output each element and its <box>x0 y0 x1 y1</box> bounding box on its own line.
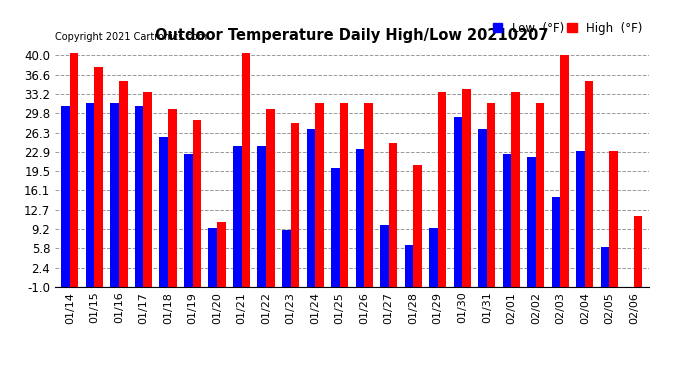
Bar <box>437 92 446 287</box>
Bar <box>193 120 201 287</box>
Bar <box>585 81 593 287</box>
Bar <box>110 104 119 287</box>
Bar <box>355 148 364 287</box>
Bar <box>339 104 348 287</box>
Bar <box>388 143 397 287</box>
Bar <box>95 67 103 287</box>
Bar <box>208 228 217 287</box>
Bar <box>576 152 585 287</box>
Bar <box>429 228 437 287</box>
Bar <box>144 92 152 287</box>
Bar <box>478 129 486 287</box>
Bar <box>135 106 144 287</box>
Bar <box>560 56 569 287</box>
Bar <box>119 81 128 287</box>
Bar <box>217 222 226 287</box>
Bar <box>536 104 544 287</box>
Bar <box>290 123 299 287</box>
Text: Copyright 2021 Cartronics.com: Copyright 2021 Cartronics.com <box>55 33 207 42</box>
Bar <box>282 230 290 287</box>
Bar <box>413 165 422 287</box>
Bar <box>364 104 373 287</box>
Bar <box>380 225 388 287</box>
Bar <box>168 109 177 287</box>
Bar <box>527 157 536 287</box>
Bar <box>266 109 275 287</box>
Bar <box>634 216 642 287</box>
Bar <box>70 53 79 287</box>
Bar <box>462 89 471 287</box>
Bar <box>159 137 168 287</box>
Bar <box>552 196 560 287</box>
Legend: Low  (°F), High  (°F): Low (°F), High (°F) <box>493 22 642 34</box>
Bar <box>257 146 266 287</box>
Bar <box>503 154 511 287</box>
Bar <box>86 104 95 287</box>
Bar <box>184 154 193 287</box>
Bar <box>453 117 462 287</box>
Bar <box>315 104 324 287</box>
Title: Outdoor Temperature Daily High/Low 20210207: Outdoor Temperature Daily High/Low 20210… <box>155 28 549 43</box>
Bar <box>241 53 250 287</box>
Bar <box>233 146 242 287</box>
Bar <box>486 104 495 287</box>
Bar <box>331 168 339 287</box>
Bar <box>601 248 609 287</box>
Bar <box>61 106 70 287</box>
Bar <box>511 92 520 287</box>
Bar <box>404 244 413 287</box>
Bar <box>306 129 315 287</box>
Bar <box>609 152 618 287</box>
